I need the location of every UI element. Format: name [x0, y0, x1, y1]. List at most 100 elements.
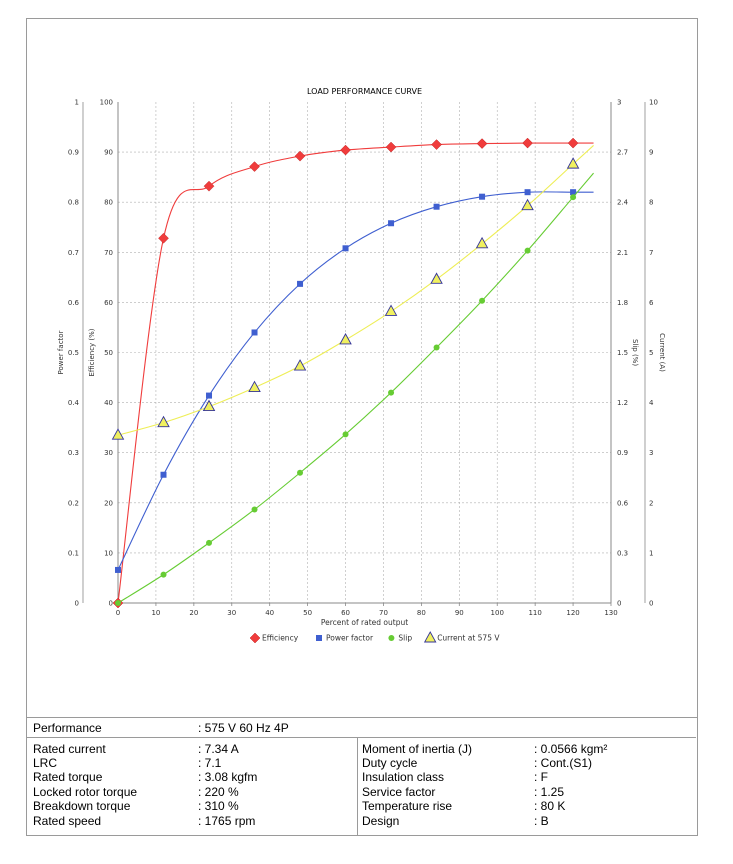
y-axis-title-power-factor: Power factor	[57, 330, 65, 374]
x-tick-label: 30	[227, 609, 236, 617]
y-tick-label-power-factor: 1	[75, 99, 79, 107]
y-tick-label-current: 7	[649, 249, 653, 257]
x-tick-label: 40	[265, 609, 274, 617]
y-tick-label-power-factor: 0.1	[68, 549, 79, 557]
y-tick-label-efficiency: 60	[104, 299, 113, 307]
series-efficiency	[112, 137, 594, 609]
spec-value-duty-cycle: : Cont.(S1)	[534, 756, 593, 770]
y-tick-label-slip: 1.8	[617, 299, 628, 307]
column-divider	[357, 737, 358, 836]
data-point-power-factor	[115, 566, 121, 573]
x-tick-label: 120	[566, 609, 579, 617]
y-axis-title-slip: Slip (%)	[631, 339, 639, 366]
legend-label-efficiency: Efficiency	[262, 634, 299, 643]
report-frame	[26, 18, 698, 836]
legend-marker-power-factor	[316, 635, 322, 641]
spec-value-lrc: : 7.1	[198, 756, 222, 770]
spec-value-rated-speed: : 1765 rpm	[198, 814, 256, 828]
y-tick-label-slip: 0	[617, 600, 621, 608]
data-point-efficiency	[522, 137, 533, 149]
y-tick-label-efficiency: 30	[104, 449, 113, 457]
y-tick-label-power-factor: 0.8	[68, 199, 79, 207]
series-current-at-575-v	[111, 145, 594, 440]
y-tick-label-slip: 0.9	[617, 449, 628, 457]
y-tick-label-efficiency: 100	[100, 99, 113, 107]
y-tick-label-efficiency: 50	[104, 349, 113, 357]
data-point-efficiency	[158, 232, 169, 244]
y-tick-label-current: 4	[649, 399, 654, 407]
spec-value-design: : B	[534, 814, 549, 828]
y-tick-label-slip: 3	[617, 99, 621, 107]
data-point-slip	[115, 600, 121, 606]
legend-marker-slip	[388, 635, 395, 641]
spec-value-service-factor: : 1.25	[534, 785, 565, 799]
data-point-current-at-575-v	[475, 236, 489, 249]
x-tick-label: 130	[604, 609, 617, 617]
performance-row: Performance : 575 V 60 Hz 4P	[26, 718, 696, 738]
y-tick-label-current: 10	[649, 99, 658, 107]
data-point-power-factor	[570, 189, 577, 196]
data-point-slip	[251, 506, 258, 513]
y-tick-label-slip: 0.6	[617, 499, 629, 507]
spec-label-insulation-class: Insulation class	[362, 770, 445, 784]
x-tick-label: 60	[341, 609, 350, 617]
data-point-current-at-575-v	[521, 198, 534, 211]
spec-label-moment-of-inertia: Moment of inertia (J)	[362, 742, 473, 756]
data-point-slip	[524, 247, 531, 254]
data-point-power-factor	[297, 280, 304, 287]
grid	[118, 102, 611, 603]
legend-label-power-factor: Power factor	[326, 634, 374, 643]
data-point-power-factor	[433, 203, 440, 210]
y-tick-label-slip: 1.5	[617, 349, 628, 357]
data-point-power-factor	[206, 392, 213, 399]
y-tick-label-efficiency: 80	[104, 199, 113, 207]
y-tick-label-power-factor: 0.4	[68, 399, 80, 407]
y-tick-label-efficiency: 90	[104, 149, 113, 157]
x-tick-label: 90	[455, 609, 464, 617]
y-tick-label-efficiency: 20	[104, 499, 113, 507]
data-point-efficiency	[340, 144, 351, 156]
spec-value-rated-torque: : 3.08 kgfm	[198, 770, 258, 784]
y-tick-label-efficiency: 70	[104, 249, 113, 257]
spec-value-insulation-class: : F	[534, 770, 548, 784]
spec-label-locked-rotor-torque: Locked rotor torque	[33, 785, 138, 799]
y-tick-label-efficiency: 0	[109, 600, 113, 608]
data-point-power-factor	[524, 189, 531, 196]
y-tick-label-current: 8	[649, 199, 653, 207]
x-tick-label: 50	[303, 609, 312, 617]
spec-label-design: Design	[362, 814, 400, 828]
data-point-slip	[160, 571, 167, 578]
y-tick-label-current: 6	[649, 299, 654, 307]
data-point-efficiency	[203, 180, 215, 192]
y-axis-title-efficiency: Efficiency (%)	[88, 328, 96, 376]
data-point-current-at-575-v	[157, 415, 170, 428]
data-point-efficiency	[385, 141, 397, 153]
y-tick-label-slip: 2.4	[617, 199, 629, 207]
series-power-factor	[115, 189, 594, 573]
spec-label-rated-torque: Rated torque	[33, 770, 103, 784]
load-performance-chart: 0 10 20 30 40 50 60 70 80 90 100 110 120 13000.10.20.…	[57, 87, 666, 644]
data-point-power-factor	[160, 471, 167, 478]
y-tick-label-current: 2	[649, 499, 653, 507]
data-point-power-factor	[251, 329, 258, 336]
performance-value: : 575 V 60 Hz 4P	[198, 721, 289, 735]
y-tick-label-efficiency: 40	[104, 399, 113, 407]
y-tick-label-current: 3	[649, 449, 653, 457]
spec-label-duty-cycle: Duty cycle	[362, 756, 418, 770]
legend-marker-efficiency	[249, 632, 261, 644]
y-tick-label-current: 9	[649, 149, 653, 157]
y-tick-label-current: 0	[649, 600, 653, 608]
spec-value-temperature-rise: : 80 K	[534, 799, 566, 813]
x-tick-label: 70	[379, 609, 388, 617]
y-axis-title-current: Current (A)	[658, 333, 666, 372]
chart-title: LOAD PERFORMANCE CURVE	[307, 87, 422, 96]
x-axis-title: Percent of rated output	[321, 618, 408, 627]
data-point-efficiency	[294, 150, 306, 162]
spec-label-service-factor: Service factor	[362, 785, 436, 799]
y-tick-label-slip: 2.1	[617, 249, 628, 257]
spec-value-locked-rotor-torque: : 220 %	[198, 785, 239, 799]
spec-value-moment-of-inertia: : 0.0566 kgm²	[534, 742, 608, 756]
legend-label-current-at-575-v: Current at 575 V	[437, 634, 500, 643]
x-tick-label: 110	[528, 609, 541, 617]
y-tick-label-power-factor: 0.3	[68, 449, 79, 457]
